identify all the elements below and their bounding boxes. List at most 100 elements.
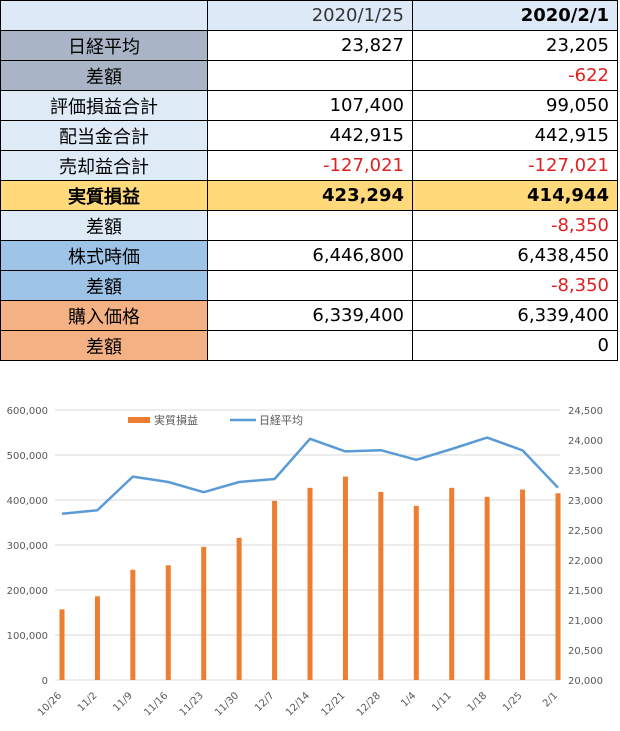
x-axis-tick-label: 1/25 (501, 690, 525, 714)
table-row-dividends: 配当金合計 442,915 442,915 (0, 120, 618, 151)
x-axis-tick-label: 12/14 (284, 690, 312, 718)
table-row-nikkei-diff: 差額 -622 (0, 60, 618, 91)
legend-bar-label: 実質損益 (154, 413, 198, 427)
x-axis-tick-label: 11/30 (213, 690, 241, 718)
bar (449, 487, 455, 680)
row-value-2: -127,021 (412, 150, 618, 181)
row-value-1: 6,446,800 (207, 240, 413, 271)
right-axis-tick-label: 21,000 (568, 616, 603, 627)
bar (59, 609, 65, 680)
table-header-row: 2020/1/25 2020/2/1 (0, 0, 618, 31)
legend-bar-swatch (128, 417, 150, 423)
left-axis-tick-label: 500,000 (7, 451, 48, 462)
table-row-purchase-price: 購入価格 6,339,400 6,339,400 (0, 300, 618, 331)
x-axis-tick-label: 12/7 (253, 690, 277, 714)
x-axis-tick-label: 1/4 (399, 690, 418, 709)
x-axis-tick-label: 11/23 (178, 690, 206, 718)
row-value-2: 23,205 (412, 30, 618, 61)
table-row-realized: 売却益合計 -127,021 -127,021 (0, 150, 618, 181)
left-axis-tick-label: 600,000 (7, 406, 48, 417)
table-row-market-value: 株式時価 6,446,800 6,438,450 (0, 240, 618, 271)
row-label: 日経平均 (0, 30, 208, 61)
row-label: 評価損益合計 (0, 90, 208, 121)
table-row-market-value-diff: 差額 -8,350 (0, 270, 618, 301)
right-axis-tick-label: 24,000 (568, 436, 603, 447)
row-label: 購入価格 (0, 300, 208, 331)
header-cell-blank (0, 0, 208, 31)
row-label: 実質損益 (0, 180, 208, 211)
right-axis-tick-label: 20,000 (568, 676, 603, 687)
row-value-1 (207, 60, 413, 91)
bar (165, 565, 171, 680)
x-axis-tick-label: 2/1 (541, 690, 560, 709)
x-axis-tick-label: 11/16 (142, 690, 170, 718)
row-value-1: 423,294 (207, 180, 413, 211)
row-label: 差額 (0, 330, 208, 361)
right-axis-tick-label: 22,500 (568, 526, 603, 537)
left-axis-tick-label: 100,000 (7, 631, 48, 642)
right-axis-tick-label: 23,000 (568, 496, 603, 507)
x-axis-tick-label: 12/28 (355, 690, 383, 718)
row-value-1: 23,827 (207, 30, 413, 61)
bar (378, 491, 384, 680)
row-value-1: 107,400 (207, 90, 413, 121)
row-value-1: 442,915 (207, 120, 413, 151)
bar (555, 493, 561, 680)
row-value-1 (207, 270, 413, 301)
row-value-1: 6,339,400 (207, 300, 413, 331)
row-value-2: -622 (412, 60, 618, 91)
row-value-2: 6,339,400 (412, 300, 618, 331)
right-axis-tick-label: 22,000 (568, 556, 603, 567)
line-series (61, 436, 559, 516)
summary-table: 2020/1/25 2020/2/1 日経平均 23,827 23,205 差額… (0, 0, 618, 361)
bar (201, 546, 207, 680)
right-axis-tick-label: 23,500 (568, 466, 603, 477)
row-value-2: -8,350 (412, 210, 618, 241)
row-value-2: -8,350 (412, 270, 618, 301)
row-value-1 (207, 210, 413, 241)
right-axis-tick-label: 21,500 (568, 586, 603, 597)
row-value-2: 6,438,450 (412, 240, 618, 271)
bar (94, 596, 100, 680)
right-axis-tick-label: 24,500 (568, 406, 603, 417)
x-axis-tick-label: 12/21 (319, 690, 347, 718)
header-cell-date-1: 2020/1/25 (207, 0, 413, 31)
left-axis-tick-label: 400,000 (7, 496, 48, 507)
bar (272, 500, 278, 680)
table-row-nikkei: 日経平均 23,827 23,205 (0, 30, 618, 61)
table-row-purchase-price-diff: 差額 0 (0, 330, 618, 361)
left-axis-tick-label: 200,000 (7, 586, 48, 597)
bar (520, 489, 526, 680)
legend-line-label: 日経平均 (259, 414, 303, 427)
row-value-2: 414,944 (412, 180, 618, 211)
row-value-2: 442,915 (412, 120, 618, 151)
table-row-unrealized: 評価損益合計 107,400 99,050 (0, 90, 618, 121)
row-label: 差額 (0, 60, 208, 91)
right-axis-tick-label: 20,500 (568, 646, 603, 657)
row-value-2: 99,050 (412, 90, 618, 121)
row-value-1 (207, 330, 413, 361)
row-label: 配当金合計 (0, 120, 208, 151)
row-value-1: -127,021 (207, 150, 413, 181)
row-label: 差額 (0, 270, 208, 301)
left-axis-tick-label: 0 (42, 676, 48, 687)
x-axis-tick-label: 10/26 (36, 690, 64, 718)
bar (342, 476, 348, 680)
bar (236, 537, 242, 680)
bar (484, 496, 490, 680)
row-value-2: 0 (412, 330, 618, 361)
bar (307, 487, 313, 680)
row-label: 株式時価 (0, 240, 208, 271)
combo-chart: 0 100,000 200,000 300,000 400,000 500,000 600,… (7, 406, 603, 719)
bar (130, 569, 136, 680)
x-axis-tick-label: 11/9 (111, 690, 135, 714)
left-axis-tick-label: 300,000 (7, 541, 48, 552)
header-cell-date-2: 2020/2/1 (412, 0, 618, 31)
table-row-net-profit: 実質損益 423,294 414,944 (0, 180, 618, 211)
row-label: 売却益合計 (0, 150, 208, 181)
row-label: 差額 (0, 210, 208, 241)
x-axis-tick-label: 1/11 (430, 690, 454, 714)
x-axis-tick-label: 1/18 (466, 690, 490, 714)
table-row-net-profit-diff: 差額 -8,350 (0, 210, 618, 241)
x-axis-tick-label: 11/2 (76, 690, 100, 714)
